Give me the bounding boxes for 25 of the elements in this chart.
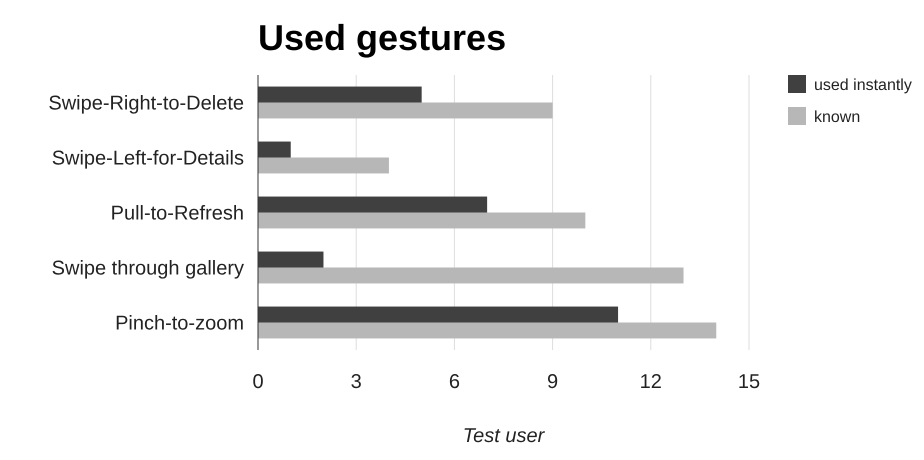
- x-tick-label: 15: [738, 371, 760, 393]
- bar: [258, 142, 291, 158]
- x-axis-title: Test user: [462, 425, 546, 447]
- bar: [258, 306, 618, 322]
- chart-title: Used gestures: [258, 17, 506, 58]
- y-tick-label: Pinch-to-zoom: [115, 312, 244, 334]
- bar: [258, 252, 324, 268]
- bar: [258, 212, 586, 228]
- bar: [258, 86, 422, 102]
- y-tick-label: Pull-to-Refresh: [110, 202, 244, 224]
- x-tick-label: 9: [547, 371, 558, 393]
- y-tick-label: Swipe-Left-for-Details: [52, 148, 244, 170]
- y-tick-label: Swipe through gallery: [52, 258, 244, 280]
- x-tick-label: 6: [448, 371, 460, 393]
- x-tick-label: 12: [640, 371, 662, 393]
- bar: [258, 322, 716, 338]
- x-tick-label: 0: [252, 371, 264, 393]
- x-tick-label: 3: [350, 371, 362, 393]
- legend-label: used instantly: [814, 77, 912, 94]
- y-tick-label: Swipe-Right-to-Delete: [48, 92, 244, 114]
- bar: [258, 268, 684, 284]
- bar: [258, 158, 389, 174]
- bar: [258, 196, 488, 212]
- legend-label: known: [814, 109, 860, 126]
- bar: [258, 102, 553, 118]
